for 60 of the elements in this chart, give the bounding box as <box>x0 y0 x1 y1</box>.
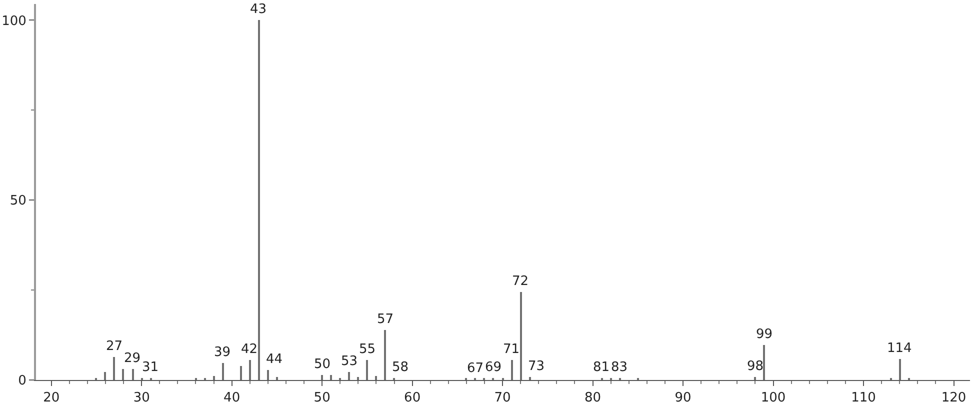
x-tick-label: 80 <box>584 390 602 406</box>
annotation: 99 <box>756 327 773 342</box>
annotation: 83 <box>611 360 628 375</box>
annotation: 50 <box>314 357 331 372</box>
annotation: 69 <box>485 360 502 375</box>
bar <box>330 375 332 380</box>
annotation: 72 <box>512 274 529 289</box>
bar <box>511 360 513 380</box>
bar <box>384 330 386 380</box>
bar <box>357 377 359 380</box>
annotation: 27 <box>106 339 123 354</box>
bar <box>899 359 901 380</box>
x-tick-label: 30 <box>133 390 150 406</box>
x-tick-label: 70 <box>494 390 511 406</box>
y-tick-label: 100 <box>2 14 26 29</box>
x-tick-label: 100 <box>760 390 786 406</box>
x-tick-label: 110 <box>851 390 876 406</box>
annotation: 58 <box>392 360 409 375</box>
bar <box>222 363 224 380</box>
annotation: 44 <box>266 352 283 367</box>
bar <box>529 377 531 380</box>
bar <box>258 20 260 380</box>
x-tick-label: 90 <box>674 390 692 406</box>
annotation: 81 <box>593 360 610 375</box>
annotation: 114 <box>887 341 912 356</box>
annotation: 31 <box>142 360 159 375</box>
bar <box>754 377 756 380</box>
x-tick-label: 50 <box>314 390 330 406</box>
annotation: 71 <box>503 342 520 357</box>
bar <box>375 376 377 380</box>
annotation: 29 <box>124 351 141 366</box>
x-tick-label: 20 <box>43 390 60 406</box>
annotation: 57 <box>377 312 394 327</box>
bar <box>520 292 522 380</box>
bar <box>240 366 242 380</box>
bar <box>348 372 350 380</box>
bar <box>213 376 215 380</box>
annotation: 39 <box>214 345 231 360</box>
bar <box>132 369 134 380</box>
annotation: 53 <box>341 354 358 369</box>
bar <box>113 357 115 380</box>
x-tick-label: 60 <box>404 390 421 406</box>
y-tick-label: 50 <box>10 194 26 209</box>
bar <box>321 375 323 380</box>
x-tick-label: 40 <box>224 390 240 406</box>
annotation: 98 <box>747 359 764 374</box>
bar <box>267 370 269 380</box>
bar <box>763 345 765 380</box>
annotation: 73 <box>528 359 545 374</box>
x-tick-label: 120 <box>941 390 966 406</box>
annotation: 55 <box>359 342 376 357</box>
annotation: 43 <box>250 2 267 17</box>
annotation: 42 <box>241 342 258 357</box>
y-tick-label: 0 <box>18 374 26 389</box>
bar <box>122 369 124 380</box>
bar <box>366 360 368 380</box>
bar <box>276 377 278 380</box>
annotation: 67 <box>467 361 484 376</box>
bar <box>249 360 251 380</box>
bar <box>104 372 106 380</box>
